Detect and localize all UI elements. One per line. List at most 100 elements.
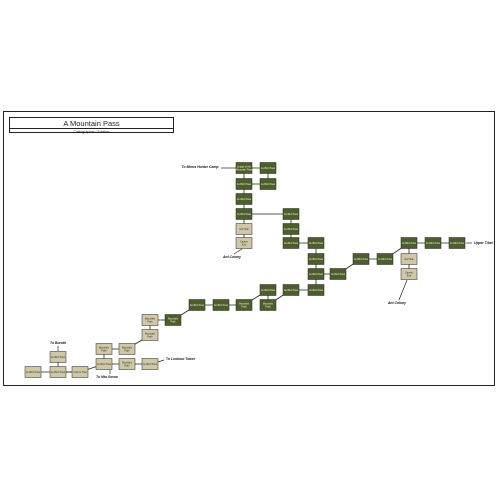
room-label: Ax Bird Pass xyxy=(309,289,324,292)
room-box xyxy=(352,253,370,265)
room-node: Ax Bird Pass xyxy=(49,351,67,363)
room-box xyxy=(49,351,67,363)
room-node: Ax Bird Pass xyxy=(307,237,325,249)
room-node: Ax Bird Pass xyxy=(212,299,230,311)
room-node: Ax Bird Pass xyxy=(376,253,394,265)
room-label: Ax Bird Pass xyxy=(214,304,229,307)
room-node: Ax Bird Pass xyxy=(188,299,206,311)
room-label: Ax Bird Pass xyxy=(190,304,205,307)
room-node: Ax Bird Pass xyxy=(95,358,113,370)
room-label: Ax Bird Pass xyxy=(309,258,324,261)
room-box xyxy=(400,237,418,249)
title-box: A Mountain Pass Cartographer: Goldber xyxy=(9,117,174,134)
room-box xyxy=(24,366,42,378)
room-box xyxy=(71,366,89,378)
room-label: Cavern Exit xyxy=(405,271,414,277)
room-box xyxy=(141,329,159,341)
room-label: Ax Bird Pass xyxy=(309,273,324,276)
room-node: Ledge of the Mountain Pass xyxy=(236,162,253,174)
room-label: Ax Bird Pass xyxy=(284,289,299,292)
room-node: Mountain Path xyxy=(141,314,159,326)
room-node: Ax Bird Pass xyxy=(282,237,300,249)
room-node: Ax Bird Pass xyxy=(259,284,277,296)
room-label: Ax Bird Pass xyxy=(261,183,276,186)
room-label: Ax Bird Pass xyxy=(331,273,346,276)
room-label: Mountain Path xyxy=(168,317,179,323)
room-label: Ax Bird Pass xyxy=(450,242,465,245)
exit-label-minos: To Minos Hunter Camp xyxy=(182,165,219,169)
room-label: Ax Bird Pass xyxy=(284,213,299,216)
room-label: Ax Bird Pass xyxy=(51,356,66,359)
room-box xyxy=(235,178,253,190)
exit-label-burath: To Burath xyxy=(50,341,66,345)
room-node: Mountain Path xyxy=(235,299,253,311)
room-node: Ax Bird Pass xyxy=(307,268,325,280)
room-box xyxy=(235,299,253,311)
room-node: Ax Bird Pass xyxy=(235,178,253,190)
room-label: Ax Bird Pass xyxy=(426,242,441,245)
room-box xyxy=(164,314,182,326)
exit-label-mtsovos: To Mta Sovos xyxy=(96,375,118,379)
room-box xyxy=(259,284,277,296)
room-box xyxy=(118,358,136,370)
room-label: Ax Bird Pass xyxy=(51,371,66,374)
room-box xyxy=(259,178,277,190)
room-label: Mountain Path xyxy=(122,361,133,367)
room-box xyxy=(307,237,325,249)
exit-label-lookout: To Lookout Tower xyxy=(166,357,196,361)
room-label: Ant Hole xyxy=(239,228,249,231)
room-box xyxy=(95,343,113,355)
room-box xyxy=(282,208,300,220)
room-label: Ax Bird Pass xyxy=(284,242,299,245)
room-node: Ax Bird Pass xyxy=(259,178,277,190)
room-node: Ax Bird Pass xyxy=(282,223,300,235)
room-label: Ax Bird Pass xyxy=(284,228,299,231)
room-label: Ax Bird Pass xyxy=(97,363,112,366)
room-node: Fork in Trail xyxy=(71,366,89,378)
room-node: Mountain Path xyxy=(118,358,136,370)
room-label: Ant Hole xyxy=(404,258,414,261)
room-node: Ant Hole xyxy=(400,253,418,265)
room-node: Ax Bird Pass xyxy=(235,193,253,205)
room-node: Ax Bird Pass xyxy=(235,208,253,220)
room-box xyxy=(118,343,136,355)
room-label: Ax Bird Pass xyxy=(354,258,369,261)
room-label: Ax Bird Pass xyxy=(26,371,41,374)
room-label: Ax Bird Pass xyxy=(237,213,252,216)
room-box xyxy=(212,299,230,311)
room-box xyxy=(282,284,300,296)
room-node: Ax Bird Pass xyxy=(141,358,159,370)
room-node: Mountain Path xyxy=(118,343,136,355)
leader-line xyxy=(157,359,165,363)
room-node: Ax Bird Pass xyxy=(307,253,325,265)
room-label: Ax Bird Pass xyxy=(261,289,276,292)
room-node: Ax Bird Pass xyxy=(352,253,370,265)
room-label: Ledge of the Mountain Pass xyxy=(236,165,253,171)
room-node: Cavern Exit xyxy=(400,268,418,280)
leader-line xyxy=(233,248,243,255)
room-box xyxy=(307,268,325,280)
room-node: Mountain Path xyxy=(141,329,159,341)
exit-label-ant2: Ant Colony xyxy=(387,301,407,305)
room-box xyxy=(235,208,253,220)
room-label: Ax Bird Pass xyxy=(309,242,324,245)
room-node: Ant Hole xyxy=(235,223,253,235)
room-node: Ax Bird Pass xyxy=(400,237,418,249)
room-label: Cavern Exit xyxy=(240,240,249,246)
room-label: Mountain Path xyxy=(145,332,156,338)
room-label: Mountain Path xyxy=(99,346,110,352)
room-node: Mountain Path xyxy=(259,299,277,311)
room-label: Mountain Path xyxy=(239,302,250,308)
room-box xyxy=(307,284,325,296)
leader-line xyxy=(398,279,408,301)
room-box xyxy=(259,299,277,311)
room-node: Mountain Path xyxy=(95,343,113,355)
room-label: Mountain Path xyxy=(145,317,156,323)
room-box xyxy=(376,253,394,265)
room-box xyxy=(141,358,159,370)
room-label: Ax Bird Pass xyxy=(237,183,252,186)
room-label: Ax Bird Pass xyxy=(261,167,276,170)
room-box xyxy=(259,162,277,174)
room-box xyxy=(141,314,159,326)
